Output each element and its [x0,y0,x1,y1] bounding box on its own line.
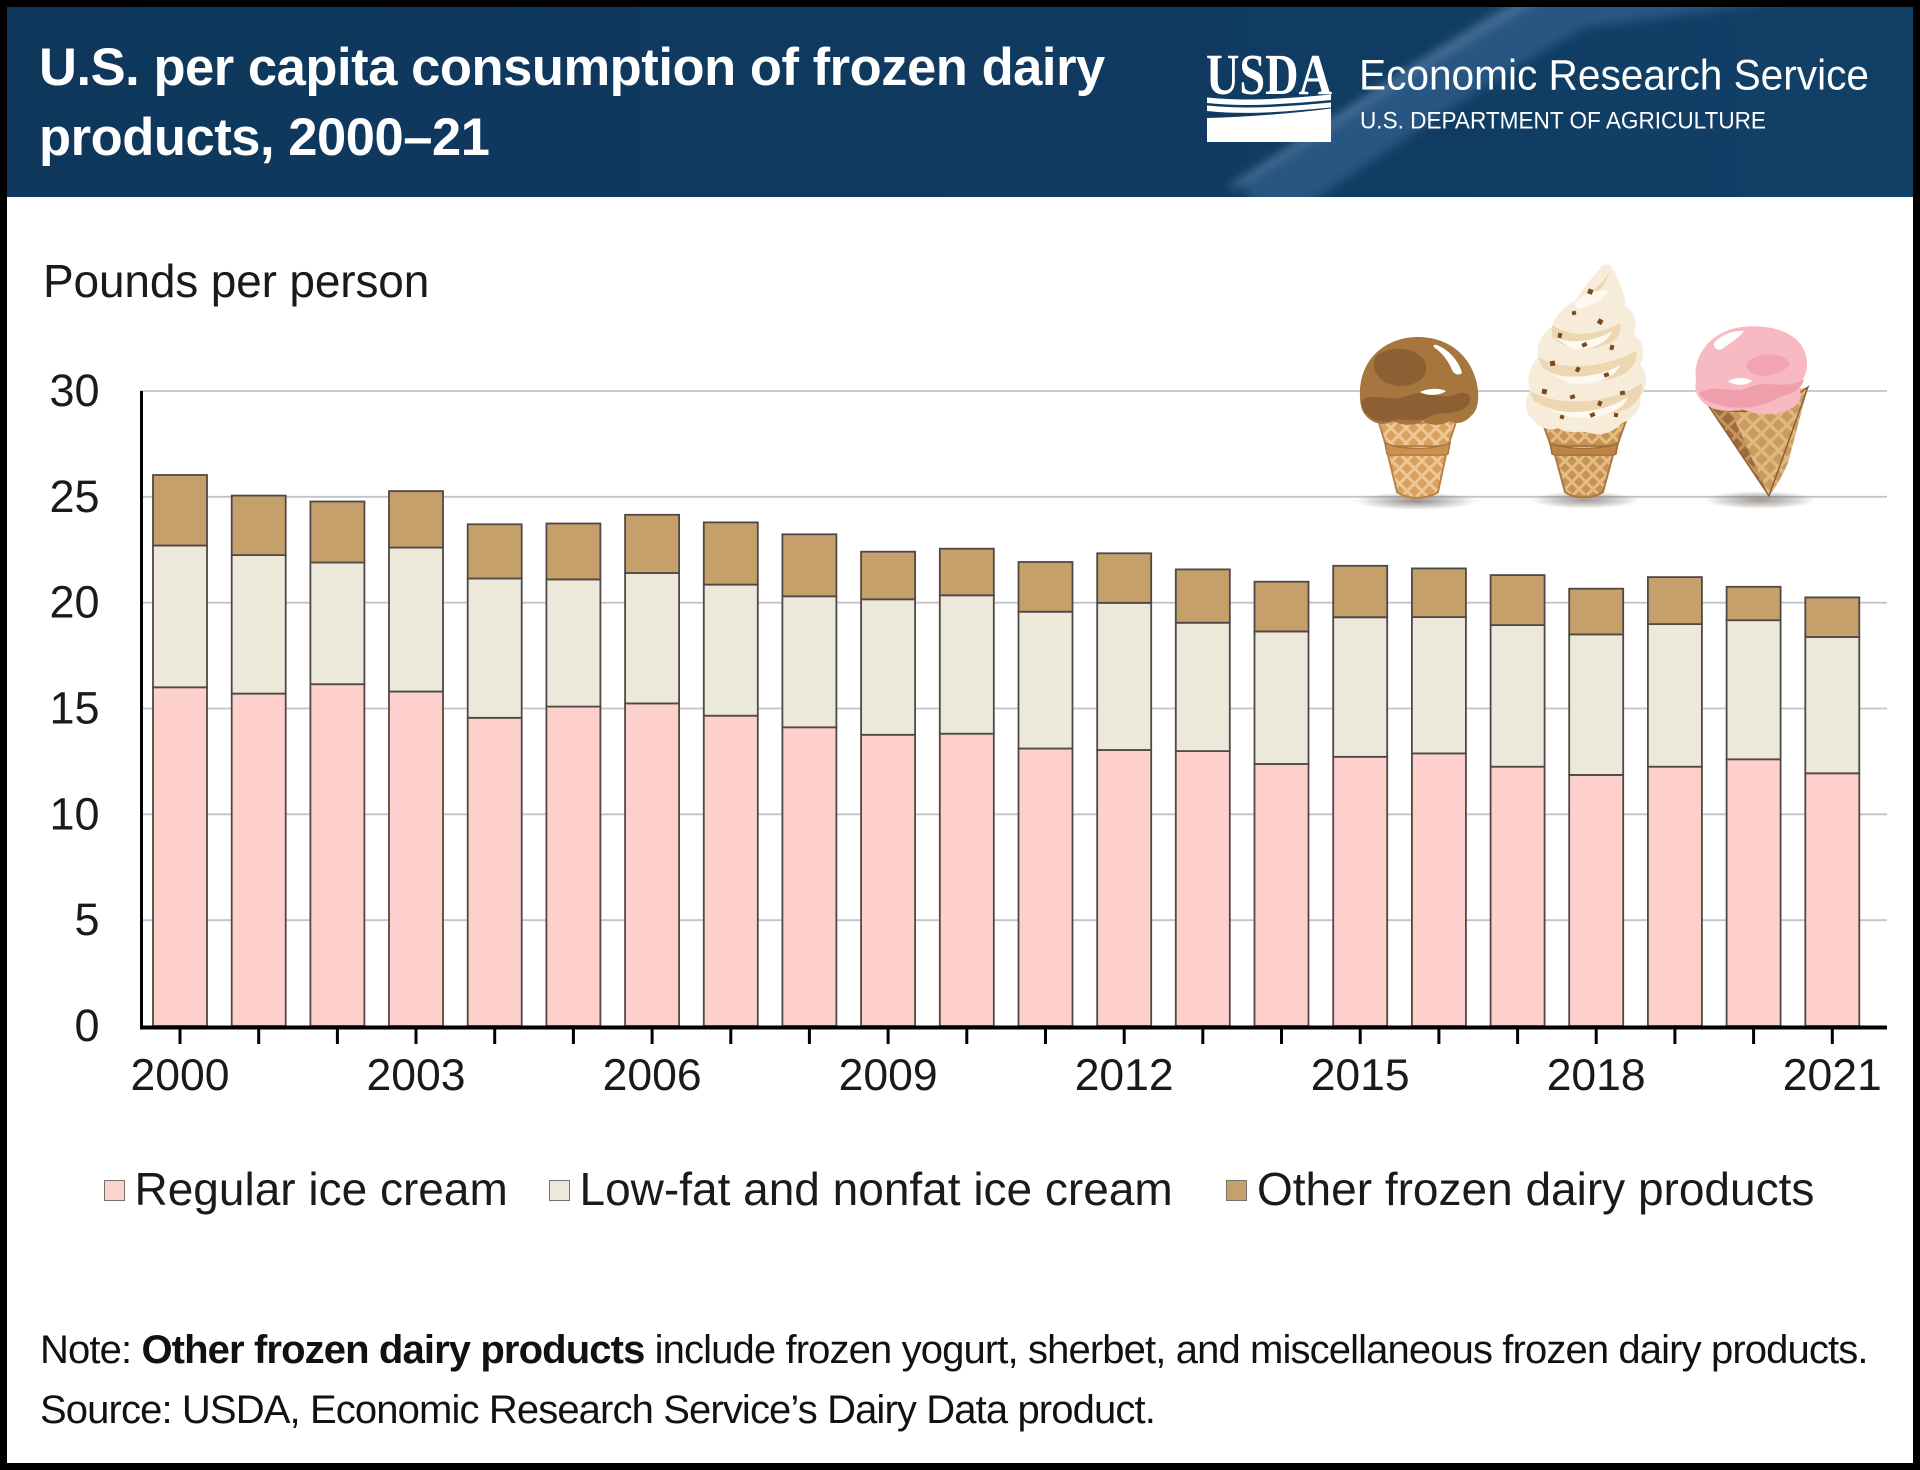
svg-text:0: 0 [74,1000,99,1051]
svg-text:2018: 2018 [1547,1051,1646,1100]
svg-text:2006: 2006 [603,1051,702,1100]
svg-text:2012: 2012 [1075,1051,1174,1100]
svg-text:2009: 2009 [839,1051,938,1100]
svg-text:20: 20 [49,577,99,628]
svg-text:30: 30 [49,365,99,416]
svg-text:Economic Research Service: Economic Research Service [1359,52,1869,100]
svg-text:10: 10 [49,788,99,839]
svg-text:U.S. DEPARTMENT OF AGRICULTURE: U.S. DEPARTMENT OF AGRICULTURE [1360,108,1766,135]
svg-text:2021: 2021 [1783,1051,1882,1100]
svg-text:2000: 2000 [131,1051,230,1100]
svg-text:2015: 2015 [1311,1051,1410,1100]
svg-text:5: 5 [74,894,99,945]
svg-text:15: 15 [49,683,99,734]
svg-text:25: 25 [49,471,99,522]
svg-text:2003: 2003 [367,1051,466,1100]
svg-text:USDA: USDA [1206,42,1332,107]
